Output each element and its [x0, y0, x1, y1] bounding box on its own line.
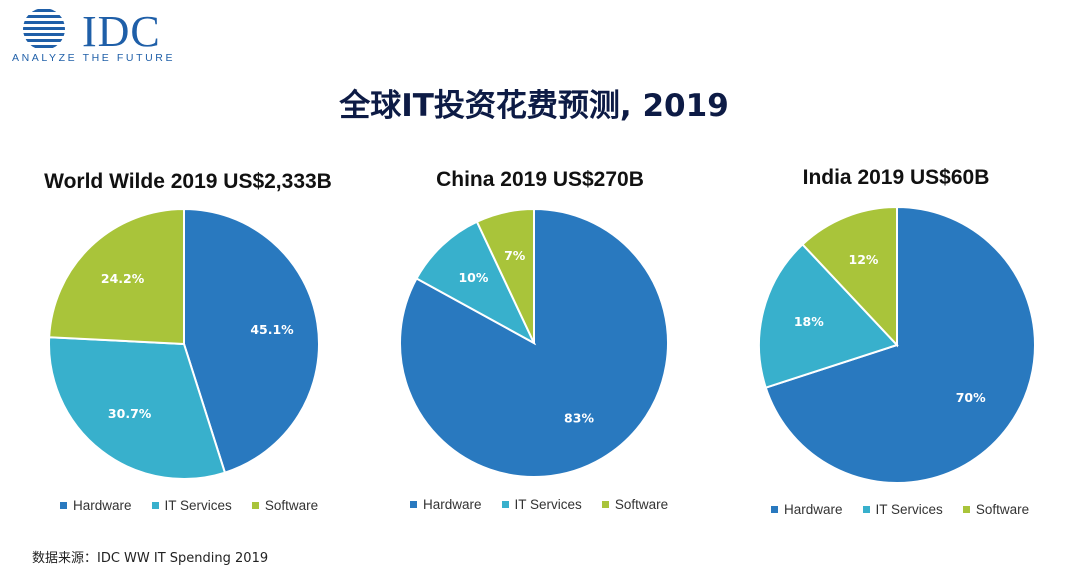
legend-label: Software: [264, 498, 319, 513]
legend-swatch: [501, 501, 509, 508]
legend-swatch: [771, 506, 778, 513]
pie-slice-world-it-services: [48, 336, 227, 480]
legend-label: IT Services: [875, 502, 943, 517]
logo-tagline: ANALYZE THE FUTURE: [12, 52, 176, 64]
legend-item-it-services: IT Services: [151, 498, 232, 513]
pie-chart-world: 45.1% 30.7% 24.2%: [48, 207, 320, 480]
pie-slice-india-hardware: [764, 205, 1036, 484]
slice-label-india-hardware: 70%: [956, 390, 986, 405]
legend-swatch: [601, 501, 609, 508]
legend-label: Software: [614, 497, 669, 512]
pie-slice-world-software: [48, 207, 185, 346]
slice-label-india-it-services: 18%: [794, 314, 824, 329]
legend-item-software: Software: [962, 502, 1030, 517]
pie-chart-china: 83% 10% 7%: [399, 207, 669, 478]
legend-label: Hardware: [73, 498, 132, 513]
legend-item-it-services: IT Services: [862, 502, 943, 517]
legend-item-hardware: Hardware: [60, 498, 132, 513]
legend-label: IT Services: [164, 498, 232, 513]
legend-china: Hardware IT Services Software: [410, 497, 668, 512]
pie-slice-china-it-services: [415, 220, 537, 346]
legend-swatch: [410, 501, 417, 508]
legend-swatch: [962, 506, 970, 513]
pie-chart-india: 70% 18% 12%: [758, 205, 1036, 484]
legend-item-it-services: IT Services: [501, 497, 582, 512]
legend-item-hardware: Hardware: [771, 502, 843, 517]
legend-label: Hardware: [423, 497, 482, 512]
slice-label-world-it-services: 30.7%: [108, 406, 152, 421]
pie-slice-india-it-services: [758, 242, 899, 389]
idc-logo: IDC ANALYZE THE FUTURE: [12, 8, 182, 68]
slice-label-india-software: 12%: [849, 252, 879, 267]
legend-label: IT Services: [514, 497, 582, 512]
slice-label-world-software: 24.2%: [101, 271, 145, 286]
chart-title-china: China 2019 US$270B: [436, 168, 644, 191]
legend-item-software: Software: [251, 498, 319, 513]
pie-slice-china-software: [475, 207, 535, 344]
slice-label-china-hardware: 83%: [564, 411, 594, 426]
legend-label: Software: [975, 502, 1030, 517]
legend-label: Hardware: [784, 502, 843, 517]
slice-label-world-hardware: 45.1%: [250, 322, 294, 337]
legend-swatch: [251, 502, 259, 509]
legend-item-software: Software: [601, 497, 669, 512]
data-source-note: 数据来源：IDC WW IT Spending 2019: [32, 551, 269, 566]
chart-title-world: World Wilde 2019 US$2,333B: [44, 170, 332, 193]
globe-icon: [23, 9, 65, 48]
legend-india: Hardware IT Services Software: [771, 502, 1029, 517]
slice-label-china-software: 7%: [504, 248, 526, 263]
slice-label-china-it-services: 10%: [458, 270, 488, 285]
pie-slice-india-software: [801, 205, 898, 348]
legend-swatch: [862, 506, 870, 513]
logo-wordmark: IDC: [82, 7, 161, 56]
legend-world: Hardware IT Services Software: [60, 498, 318, 513]
legend-swatch: [60, 502, 67, 509]
legend-swatch: [151, 502, 159, 509]
pie-slice-world-hardware: [183, 207, 320, 474]
legend-item-hardware: Hardware: [410, 497, 482, 512]
chart-title-india: India 2019 US$60B: [802, 166, 990, 189]
page-title: 全球IT投资花费预测, 2019: [339, 88, 729, 124]
